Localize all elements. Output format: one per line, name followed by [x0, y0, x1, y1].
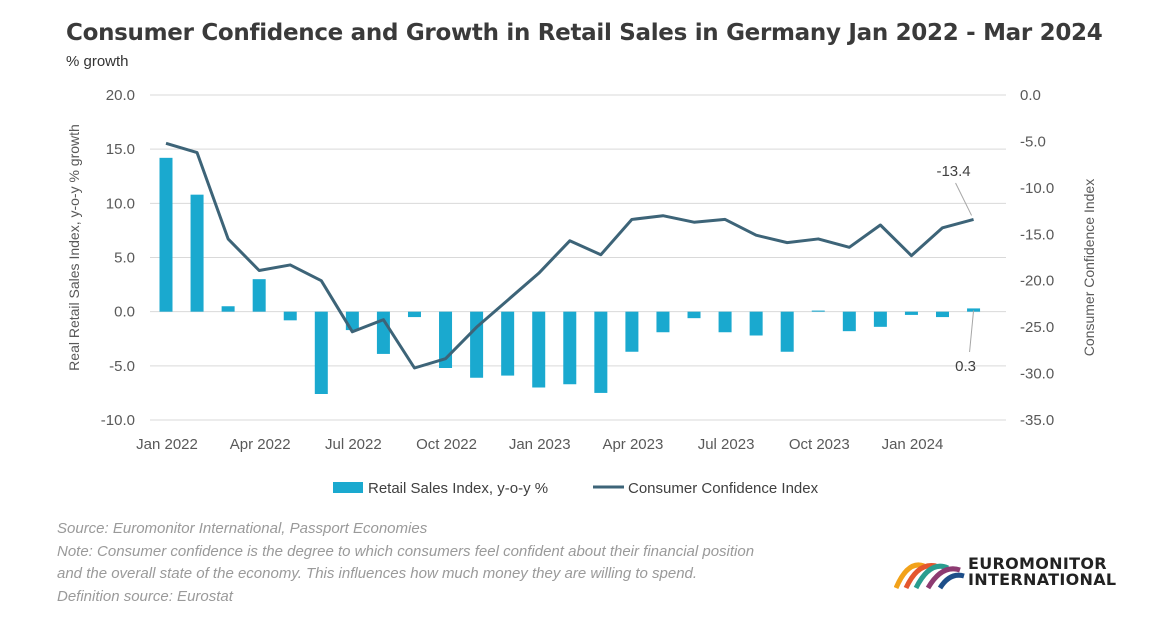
- euromonitor-logo: EUROMONITOR INTERNATIONAL: [894, 554, 1117, 592]
- retail-sales-bar: [252, 279, 266, 312]
- left-tick-label: 15.0: [106, 141, 135, 158]
- retail-sales-bar: [221, 306, 235, 312]
- retail-sales-bar: [407, 311, 421, 318]
- annotation-leader: [969, 310, 975, 353]
- legend-bar-swatch: [333, 482, 363, 493]
- logo-line-1: EUROMONITOR: [968, 554, 1107, 573]
- retail-sales-bar: [936, 311, 949, 318]
- y-axis-left-title: Real Retail Sales Index, y-o-y % growth: [66, 124, 82, 371]
- retail-sales-bar: [563, 311, 577, 385]
- retail-sales-bar: [470, 311, 484, 378]
- retail-sales-bar: [190, 194, 204, 312]
- retail-sales-bar: [159, 157, 173, 312]
- consumer-confidence-line: [165, 141, 974, 370]
- retail-annotation: 0.3: [955, 358, 976, 375]
- left-tick-label: -10.0: [101, 412, 135, 429]
- legend-confidence-label: Consumer Confidence Index: [628, 480, 819, 497]
- retail-sales-bars: [159, 157, 981, 394]
- retail-sales-bar: [873, 311, 887, 327]
- legend: Retail Sales Index, y-o-y % Consumer Conf…: [333, 480, 819, 497]
- retail-sales-bar: [501, 311, 515, 376]
- annotation-leader: [955, 182, 973, 216]
- y-axis-right-title: Consumer Confidence Index: [1081, 179, 1097, 356]
- right-tick-label: -20.0: [1020, 273, 1054, 290]
- retail-sales-bar: [749, 311, 763, 336]
- annotations: -13.4 0.3: [936, 163, 976, 375]
- right-tick-label: -10.0: [1020, 180, 1054, 197]
- x-tick-label: Jan 2023: [509, 436, 571, 453]
- x-tick-label: Oct 2022: [416, 436, 477, 453]
- right-tick-label: -15.0: [1020, 226, 1054, 243]
- chart-title: Consumer Confidence and Growth in Retail…: [66, 20, 1103, 46]
- retail-sales-bar: [532, 311, 546, 388]
- retail-sales-bar: [718, 311, 732, 333]
- x-tick-label: Apr 2022: [230, 436, 291, 453]
- retail-sales-bar: [376, 311, 390, 354]
- retail-sales-bar: [625, 311, 639, 352]
- rainbow-arches-logo-icon: [894, 562, 965, 590]
- x-tick-label: Jan 2022: [136, 436, 198, 453]
- left-tick-label: 5.0: [114, 250, 135, 267]
- unit-label: % growth: [66, 53, 129, 70]
- left-tick-label: -5.0: [109, 358, 135, 375]
- retail-sales-bar: [283, 311, 297, 321]
- consumer-confidence-polyline: [165, 141, 974, 370]
- left-tick-label: 20.0: [106, 87, 135, 104]
- axis-labels: 20.0 15.0 10.0 5.0 0.0 -5.0 -10.0 0.0 -5.0 -10.0 -…: [66, 87, 1097, 453]
- confidence-annotation: -13.4: [936, 163, 970, 180]
- note-line-1: Note: Consumer confidence is the degree …: [57, 543, 755, 560]
- right-tick-label: 0.0: [1020, 87, 1041, 104]
- logo-line-2: INTERNATIONAL: [968, 570, 1117, 589]
- x-tick-label: Apr 2023: [602, 436, 663, 453]
- retail-sales-bar: [811, 310, 825, 312]
- x-tick-label: Jul 2023: [698, 436, 755, 453]
- source-note: Source: Euromonitor International, Passp…: [57, 520, 428, 537]
- retail-sales-bar: [687, 311, 701, 319]
- x-tick-label: Jan 2024: [882, 436, 944, 453]
- retail-sales-bar: [656, 311, 670, 333]
- retail-sales-bar: [345, 311, 359, 331]
- gridlines: [150, 94, 1006, 421]
- right-tick-label: -30.0: [1020, 366, 1054, 383]
- left-tick-label: 0.0: [114, 304, 135, 321]
- retail-sales-bar: [842, 311, 856, 332]
- note-line-2: and the overall state of the economy. Th…: [57, 565, 698, 582]
- retail-sales-bar: [314, 311, 328, 394]
- definition-source: Definition source: Eurostat: [57, 588, 233, 605]
- retail-sales-bar: [780, 311, 794, 352]
- legend-retail-label: Retail Sales Index, y-o-y %: [368, 480, 548, 497]
- retail-sales-bar: [967, 308, 981, 312]
- x-tick-label: Oct 2023: [789, 436, 850, 453]
- right-tick-label: -5.0: [1020, 133, 1046, 150]
- right-tick-label: -25.0: [1020, 319, 1054, 336]
- left-tick-label: 10.0: [106, 195, 135, 212]
- retail-sales-bar: [594, 311, 608, 393]
- x-tick-label: Jul 2022: [325, 436, 382, 453]
- right-tick-label: -35.0: [1020, 412, 1054, 429]
- retail-sales-bar: [904, 311, 918, 315]
